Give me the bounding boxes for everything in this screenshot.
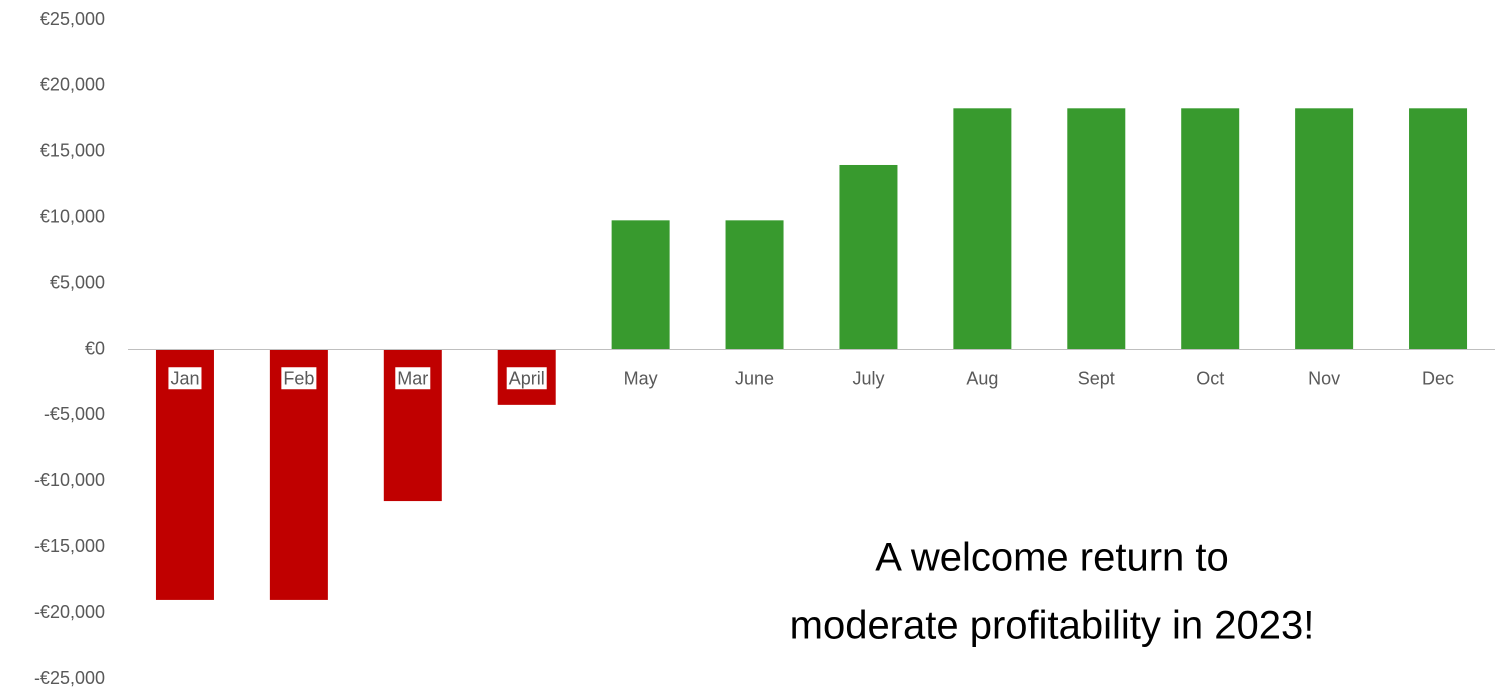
y-tick-label: -€20,000 (34, 602, 105, 622)
bar (611, 220, 670, 350)
x-tick-label: Feb (283, 368, 314, 388)
bar (1067, 108, 1126, 350)
bar (725, 220, 784, 350)
x-tick-label: Mar (397, 368, 428, 388)
annotation: moderate profitability in 2023! (790, 604, 1315, 648)
y-tick-label: €0 (85, 338, 105, 358)
x-tick-label: Jan (170, 368, 199, 388)
x-tick-label: Sept (1078, 368, 1115, 388)
y-tick-label: €25,000 (40, 9, 105, 29)
x-tick-label: Nov (1308, 368, 1340, 388)
x-tick-label: May (624, 368, 658, 388)
label-background (395, 367, 431, 390)
x-tick-label: July (852, 368, 884, 388)
x-tick-label: April (509, 368, 545, 388)
bar (1295, 108, 1354, 350)
bar (1181, 108, 1240, 350)
label-background (168, 367, 202, 390)
y-tick-label: €10,000 (40, 206, 105, 226)
x-tick-label: Oct (1196, 368, 1224, 388)
label-background (506, 367, 547, 390)
y-tick-label: -€10,000 (34, 470, 105, 490)
y-tick-label: -€25,000 (34, 668, 105, 688)
x-tick-label: Aug (966, 368, 998, 388)
bar (1409, 108, 1468, 350)
y-tick-label: €15,000 (40, 141, 105, 161)
x-tick-label: Dec (1422, 368, 1454, 388)
y-tick-label: €20,000 (40, 75, 105, 95)
bar (953, 108, 1012, 350)
y-tick-label: -€5,000 (44, 404, 105, 424)
y-tick-label: -€15,000 (34, 536, 105, 556)
annotation: A welcome return to (875, 536, 1229, 580)
bar (155, 349, 214, 600)
bar (839, 164, 898, 350)
label-background (281, 367, 317, 390)
x-tick-label: June (735, 368, 774, 388)
bar (269, 349, 328, 600)
y-tick-label: €5,000 (50, 272, 105, 292)
